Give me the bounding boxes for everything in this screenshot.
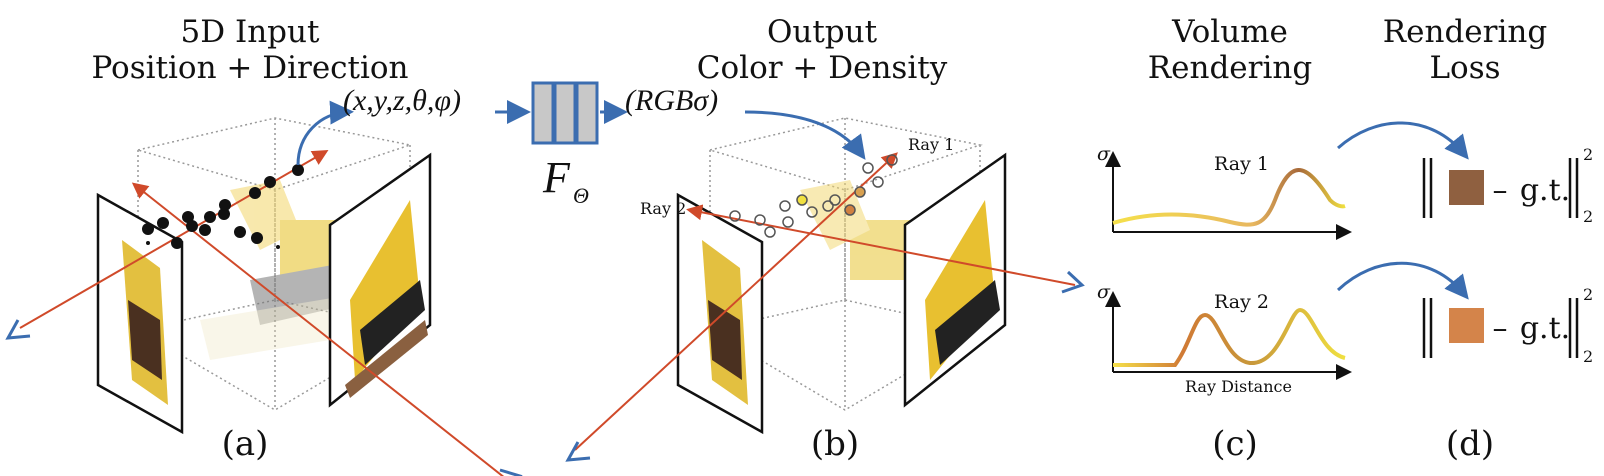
ground-truth-label: g.t.	[1520, 311, 1570, 346]
svg-text:Rendering: Rendering	[1383, 14, 1547, 50]
svg-text:Color + Density: Color + Density	[697, 50, 948, 86]
svg-text:Output: Output	[767, 14, 878, 50]
ground-truth-label: g.t.	[1520, 173, 1570, 208]
panel-a-label: (a)	[222, 424, 269, 464]
ray-1-plot-label: Ray 1	[1214, 153, 1269, 175]
panel-c-title: Volume Rendering	[1148, 14, 1312, 86]
ray-distance-axis-label: Ray Distance	[1185, 377, 1292, 396]
panel-b-title: Output Color + Density	[697, 14, 948, 86]
sigma-axis-label: σ	[1097, 143, 1111, 165]
panel-b-scene: Ray 1 Ray 2	[565, 110, 1085, 462]
sample-points	[142, 164, 304, 249]
camera-eye-icon	[565, 441, 591, 462]
output-to-sample-arrow	[744, 110, 866, 160]
ray-1-density-curve	[1112, 168, 1346, 227]
svg-text:–: –	[1493, 173, 1508, 208]
camera-eye-icon	[1061, 270, 1085, 294]
sample-to-input-arrow	[296, 100, 354, 166]
panel-d-title: Rendering Loss	[1383, 14, 1547, 86]
panel-a-scene	[5, 100, 523, 476]
svg-text:2: 2	[1583, 145, 1593, 164]
input-tuple: (x,y,z,θ,φ)	[343, 84, 461, 117]
output-tuple: (RGBσ)	[625, 84, 718, 117]
panel-b-label: (b)	[811, 424, 859, 464]
svg-text:2: 2	[1583, 347, 1593, 366]
network-icon	[531, 81, 599, 145]
ray-2-density-curve	[1113, 307, 1346, 367]
panel-a-title: 5D Input Position + Direction	[91, 14, 408, 86]
ray-2-density-plot: σ Ray 2 Ray Distance	[1097, 281, 1352, 396]
svg-text:Rendering: Rendering	[1148, 50, 1312, 86]
sample-points	[729, 154, 898, 238]
ray-1-label: Ray 1	[908, 135, 954, 154]
network-subscript: Θ	[573, 183, 589, 208]
svg-text:Position + Direction: Position + Direction	[91, 50, 408, 86]
ray-2-label: Ray 2	[640, 199, 686, 218]
panel-c-label: (c)	[1212, 424, 1258, 464]
panel-d-label: (d)	[1446, 424, 1494, 464]
ray-1-color-swatch	[1449, 170, 1484, 205]
svg-text:5D Input: 5D Input	[181, 14, 320, 50]
ray-1-loss: – g.t. 2 2	[1337, 121, 1593, 226]
network-symbol: F	[542, 153, 571, 202]
svg-text:Volume: Volume	[1171, 14, 1288, 50]
svg-text:Loss: Loss	[1429, 50, 1500, 86]
svg-text:–: –	[1493, 311, 1508, 346]
ray-2-loss: – g.t. 2 2	[1336, 261, 1593, 366]
sigma-axis-label: σ	[1097, 281, 1111, 303]
ray-2-color-swatch	[1449, 308, 1484, 343]
svg-text:2: 2	[1583, 285, 1593, 304]
ray-1-density-plot: σ Ray 1	[1097, 143, 1352, 240]
ray-2-plot-label: Ray 2	[1214, 291, 1269, 313]
svg-text:2: 2	[1583, 207, 1593, 226]
camera-eye-icon	[499, 468, 523, 476]
camera-eye-icon	[5, 319, 31, 340]
